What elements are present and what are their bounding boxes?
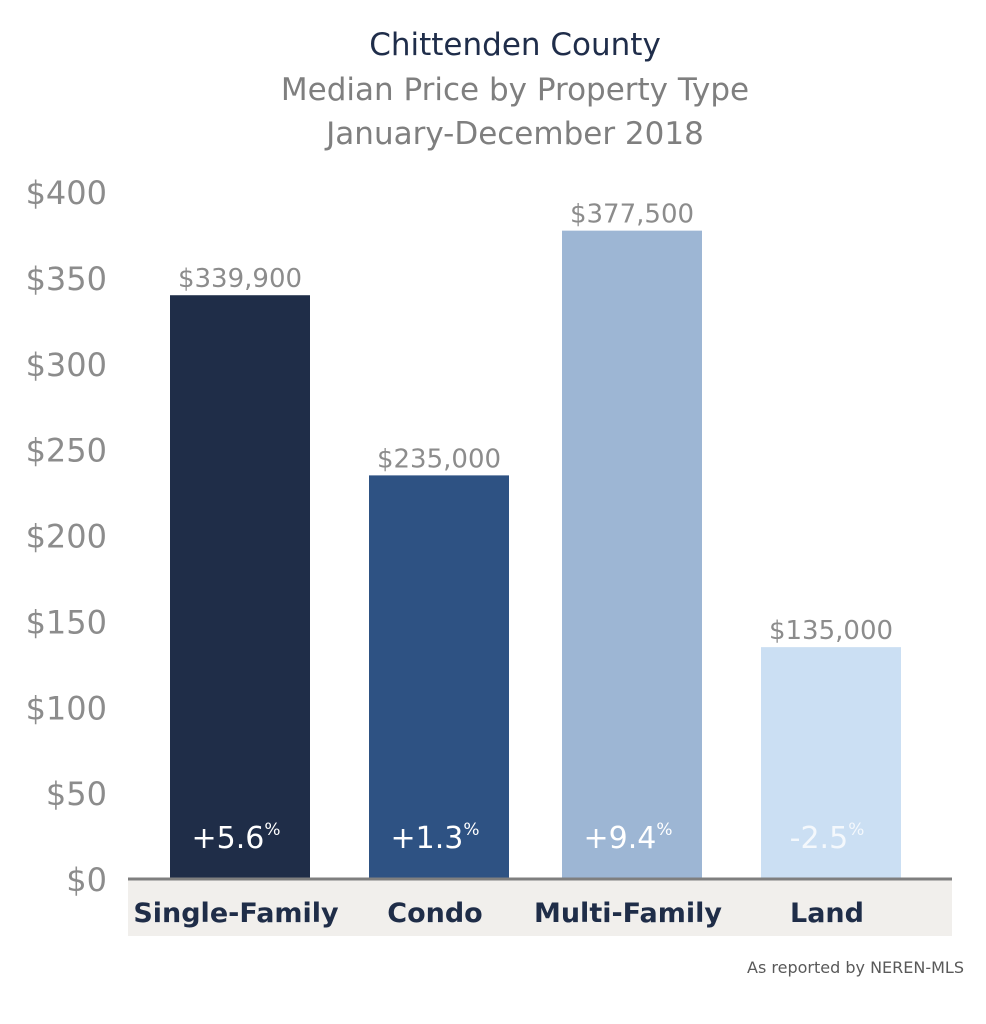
bars: $339,900 +5.6% $235,000 +1.3% $377,500 +9.4% $… <box>170 200 901 880</box>
change-unit: % <box>848 820 864 840</box>
x-category-label: Multi-Family <box>534 898 722 929</box>
y-tick-label: $400 <box>26 174 107 212</box>
y-tick-label: $300 <box>26 346 107 384</box>
bar-value-label: $339,900 <box>178 264 302 294</box>
change-value: +9.4 <box>583 821 656 856</box>
bar-change-label: +9.4% <box>583 820 672 856</box>
bar-condo <box>369 475 509 879</box>
x-category-label: Single-Family <box>133 898 339 929</box>
change-unit: % <box>656 820 672 840</box>
x-category-label: Condo <box>387 898 482 929</box>
bar-change-label: +5.6% <box>191 820 280 856</box>
chart-titles: Chittenden County Median Price by Proper… <box>0 22 986 156</box>
change-unit: % <box>264 820 280 840</box>
bar-multi-family <box>562 230 702 880</box>
chart-subtitle: Median Price by Property Type <box>280 72 750 108</box>
chart-period: January-December 2018 <box>326 116 704 152</box>
y-axis: $0 $50 $100 $150 $200 $250 $300 $350 $400 <box>26 174 107 899</box>
change-value: +1.3 <box>390 821 463 856</box>
bar-value-label: $235,000 <box>377 444 501 474</box>
category-band <box>128 880 952 936</box>
x-axis-labels: Single-Family Condo Multi-Family Land <box>133 898 864 929</box>
y-tick-label: $150 <box>26 603 107 641</box>
bar-change-label: -2.5% <box>790 820 865 856</box>
y-tick-label: $350 <box>26 260 107 298</box>
y-tick-label: $200 <box>26 518 107 556</box>
change-value: +5.6 <box>191 821 264 856</box>
bar-change-label: +1.3% <box>390 820 479 856</box>
y-tick-label: $0 <box>66 861 107 899</box>
y-tick-label: $250 <box>26 432 107 470</box>
bar-land <box>761 647 901 879</box>
source-note: As reported by NEREN-MLS <box>747 958 964 977</box>
change-unit: % <box>463 820 479 840</box>
y-tick-label: $100 <box>26 689 107 727</box>
chart-title: Chittenden County <box>369 27 661 63</box>
bar-value-label: $135,000 <box>769 616 893 646</box>
y-tick-label: $50 <box>46 775 107 813</box>
bar-single-family <box>170 295 310 879</box>
bar-value-label: $377,500 <box>570 200 694 230</box>
change-value: -2.5 <box>790 821 849 856</box>
x-category-label: Land <box>790 898 864 929</box>
